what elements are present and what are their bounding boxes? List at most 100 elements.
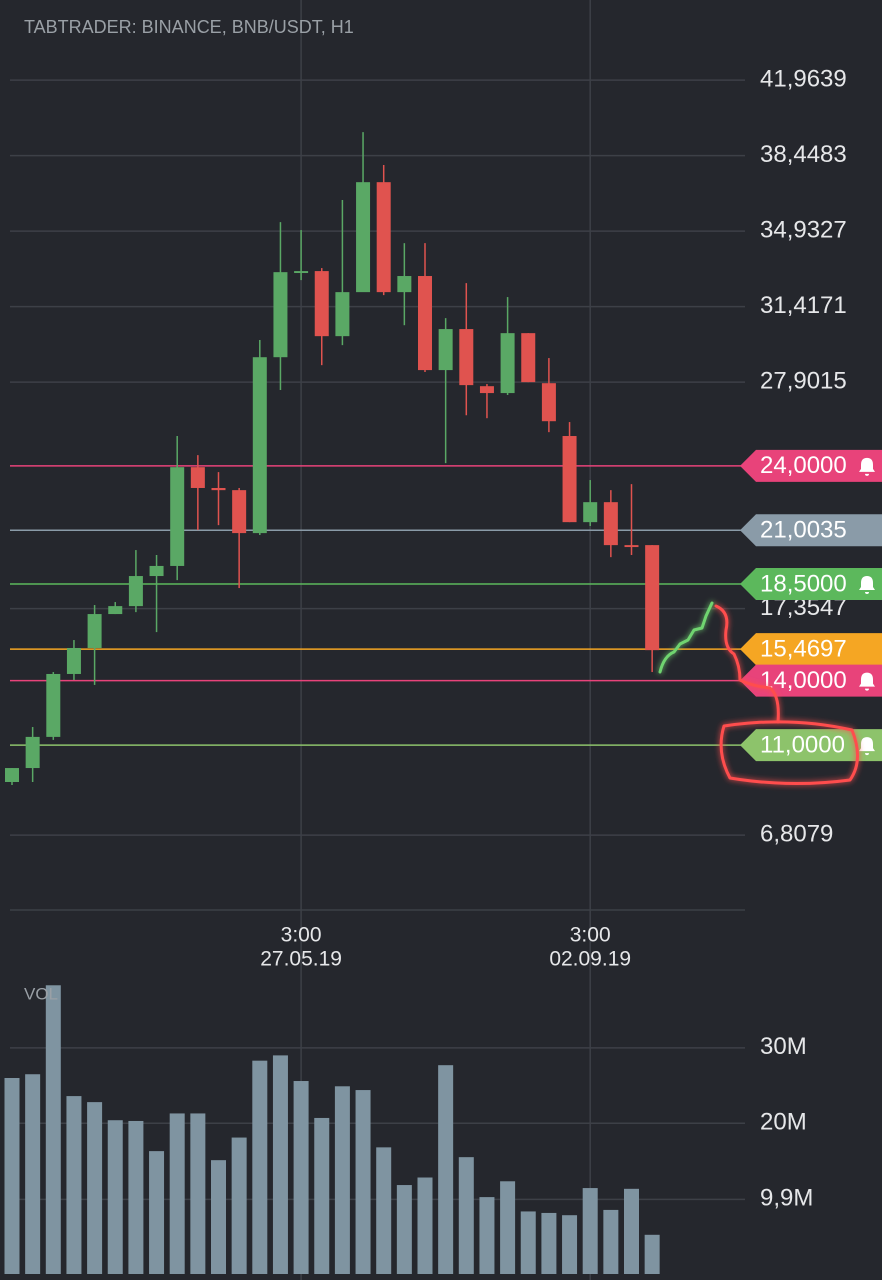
green-scribble bbox=[658, 601, 714, 674]
x-tick-label: 3:00 bbox=[570, 924, 611, 947]
candle-body bbox=[149, 565, 164, 577]
grid-layer: 41,963938,448334,932731,417127,901517,35… bbox=[10, 0, 847, 1280]
red-scribble bbox=[714, 604, 780, 724]
volume-bar bbox=[376, 1147, 392, 1274]
candle-body bbox=[397, 276, 412, 293]
volume-bar bbox=[541, 1212, 557, 1274]
volume-bar bbox=[500, 1181, 516, 1274]
volume-title: VOL bbox=[24, 984, 58, 1003]
candle-body bbox=[541, 383, 556, 422]
price-tag-label: 21,0035 bbox=[760, 517, 847, 544]
candle-body bbox=[87, 614, 102, 648]
tag-layer: 24,0000 21,0035 18,5000 15,4697 14,0000 11,00… bbox=[740, 449, 882, 762]
candle-body bbox=[356, 182, 371, 293]
volume-bar bbox=[582, 1188, 598, 1274]
alert-bell bbox=[859, 672, 875, 691]
volume-bar bbox=[25, 1074, 41, 1274]
price-tag bbox=[740, 664, 882, 697]
candle-body bbox=[500, 333, 515, 394]
volume-bar bbox=[396, 1185, 412, 1274]
candle-body bbox=[459, 329, 474, 386]
candle-body bbox=[521, 333, 536, 383]
alert-bell bbox=[859, 737, 875, 756]
price-tag-label: 15,4697 bbox=[760, 635, 847, 662]
price-tag-label: 24,0000 bbox=[760, 452, 847, 479]
price-tag bbox=[740, 449, 882, 482]
candle-body bbox=[252, 357, 267, 534]
hand-annotation bbox=[658, 601, 859, 786]
volume-bar bbox=[458, 1157, 474, 1274]
volume-bar bbox=[293, 1081, 309, 1274]
candle-body bbox=[128, 576, 143, 607]
price-tag bbox=[740, 567, 882, 600]
x-tick-label: 3:00 bbox=[281, 924, 322, 947]
volume-bar bbox=[190, 1113, 206, 1274]
y-tick-label: 9,9M bbox=[760, 1185, 813, 1212]
candle-body bbox=[190, 467, 205, 488]
y-tick-label: 31,4171 bbox=[760, 292, 847, 319]
candle-body bbox=[314, 271, 329, 337]
volume-bar bbox=[355, 1090, 371, 1274]
volume-bar bbox=[624, 1188, 639, 1274]
y-tick-label: 41,9639 bbox=[760, 65, 847, 92]
volume-bar bbox=[169, 1113, 185, 1274]
price-tag-label: 11,0000 bbox=[760, 731, 845, 758]
chart-title: TABTRADER: BINANCE, BNB/USDT, H1 bbox=[24, 17, 354, 37]
volume-bar bbox=[66, 1096, 82, 1274]
candle-body bbox=[583, 502, 598, 523]
candle-body bbox=[5, 768, 19, 783]
price-tag bbox=[740, 514, 882, 547]
candle-body bbox=[170, 467, 185, 566]
volume-bar bbox=[603, 1209, 619, 1274]
volume-bar bbox=[211, 1160, 226, 1274]
candle-body bbox=[376, 182, 391, 293]
mark-layer bbox=[4, 132, 660, 1274]
candle-body bbox=[335, 292, 350, 337]
volume-bar bbox=[87, 1102, 103, 1274]
y-tick-label: 27,9015 bbox=[760, 367, 847, 394]
red-circle bbox=[719, 720, 859, 786]
candle-body bbox=[25, 736, 40, 769]
volume-bar bbox=[231, 1137, 247, 1274]
candle-body bbox=[46, 673, 61, 737]
price-tag-label: 18,5000 bbox=[760, 570, 847, 597]
candle-body bbox=[418, 276, 432, 371]
candle-body bbox=[562, 436, 577, 523]
volume-bar bbox=[149, 1151, 165, 1274]
candle-body bbox=[479, 386, 494, 394]
candle-body bbox=[603, 502, 618, 546]
y-tick-label: 30M bbox=[760, 1033, 807, 1060]
price-tag bbox=[740, 633, 882, 666]
candle-body bbox=[294, 271, 309, 274]
volume-bar bbox=[128, 1120, 144, 1274]
candle-body bbox=[108, 606, 123, 615]
alert-bell bbox=[859, 457, 875, 476]
candle-body bbox=[66, 647, 81, 674]
volume-bar bbox=[334, 1086, 350, 1274]
volume-bar bbox=[520, 1211, 536, 1274]
candle-body bbox=[438, 329, 453, 371]
y-tick-label: 6,8079 bbox=[760, 820, 833, 847]
alert-bell bbox=[859, 575, 875, 594]
candle-body bbox=[624, 545, 639, 548]
price-tag-label: 14,0000 bbox=[760, 667, 847, 694]
volume-bar bbox=[252, 1060, 268, 1274]
candle-body bbox=[232, 490, 247, 534]
y-tick-label: 20M bbox=[760, 1109, 807, 1136]
price-tag bbox=[740, 729, 882, 762]
y-tick-label: 38,4483 bbox=[760, 141, 847, 168]
volume-bar bbox=[438, 1065, 454, 1274]
volume-bar bbox=[479, 1197, 495, 1274]
volume-bar bbox=[4, 1078, 20, 1274]
candle-body bbox=[273, 272, 288, 358]
volume-bar bbox=[45, 985, 61, 1274]
volume-bar bbox=[644, 1234, 660, 1274]
x-tick-date: 02.09.19 bbox=[549, 948, 631, 971]
volume-bar bbox=[314, 1117, 330, 1274]
candle-body bbox=[645, 545, 660, 651]
volume-bar bbox=[417, 1177, 433, 1274]
x-tick-date: 27.05.19 bbox=[260, 948, 342, 971]
y-tick-label: 34,9327 bbox=[760, 216, 847, 243]
